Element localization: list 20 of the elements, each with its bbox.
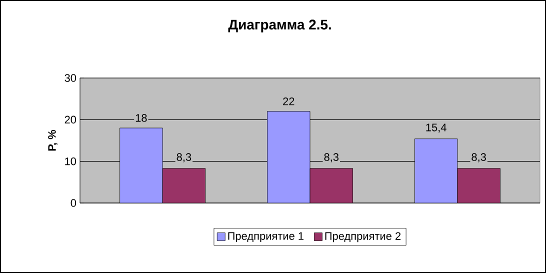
y-tick-label: 20 — [64, 116, 76, 124]
bar — [414, 138, 458, 203]
data-label: 8,3 — [176, 153, 192, 162]
data-label: 15,4 — [426, 124, 446, 133]
legend-label: Предприятие 1 — [228, 232, 304, 242]
data-label: 8,3 — [472, 153, 486, 162]
y-axis-title: Р, % — [48, 130, 58, 151]
chart-title: Диаграмма 2.5. — [228, 20, 331, 32]
bar — [457, 168, 500, 203]
bar — [310, 168, 353, 203]
data-label: 8,3 — [324, 153, 339, 162]
y-tick-label: 10 — [65, 157, 76, 166]
y-tick-label: 0 — [70, 199, 76, 207]
bar — [120, 128, 163, 203]
legend-label: Предприятие 2 — [325, 232, 401, 242]
bar — [267, 111, 310, 203]
y-tick-label: 30 — [64, 74, 76, 82]
data-label: 22 — [283, 97, 294, 106]
bar — [162, 168, 206, 203]
data-label: 18 — [136, 114, 147, 122]
